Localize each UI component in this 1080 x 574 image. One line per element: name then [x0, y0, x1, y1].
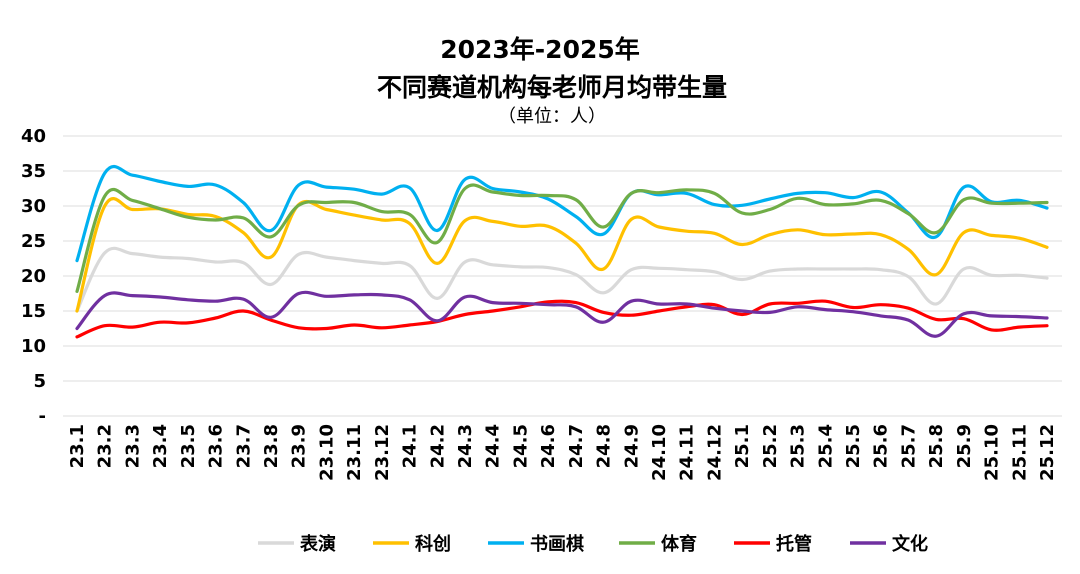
x-tick-label: 23.5	[178, 424, 199, 468]
series-line-3	[75, 183, 1049, 293]
x-tick-label: 23.10	[316, 424, 337, 481]
x-tick-label: 24.2	[427, 424, 448, 468]
x-tick-label: 24.4	[483, 424, 504, 468]
gridlines	[63, 135, 1062, 417]
y-tick-label: 40	[21, 126, 46, 147]
x-tick-label: 25.11	[1009, 424, 1030, 481]
x-tick-label: 24.11	[677, 424, 698, 481]
series-line-4	[75, 299, 1049, 339]
x-tick-label: 24.1	[400, 424, 421, 468]
y-tick-label: 15	[21, 301, 46, 322]
series-line-2	[75, 165, 1049, 263]
x-tick-label: 25.4	[815, 424, 836, 468]
x-tick-label: 25.10	[982, 424, 1003, 481]
legend-label: 书画棋	[530, 533, 584, 555]
legend-label: 表演	[300, 533, 336, 555]
legend: 表演 科创 书画棋 体育 托管 文化	[258, 533, 928, 555]
x-tick-label: 24.9	[621, 424, 642, 468]
y-tick-label: 20	[21, 266, 46, 287]
x-tick-label: 25.1	[732, 424, 753, 468]
chart-subtitle: （单位：人）	[498, 106, 606, 127]
x-tick-label: 24.12	[704, 424, 725, 481]
x-tick-label: 25.2	[760, 424, 781, 468]
series-lines	[75, 165, 1049, 339]
series-line-5	[75, 290, 1049, 338]
x-tick-label: 23.8	[261, 424, 282, 468]
y-tick-label: 5	[33, 371, 46, 392]
y-axis: - 5 10 15 20 25 30 35 40	[21, 126, 46, 427]
y-tick-label: -	[39, 406, 46, 427]
x-tick-label: 25.5	[843, 424, 864, 468]
x-tick-label: 25.3	[788, 424, 809, 468]
x-tick-label: 24.8	[594, 424, 615, 468]
x-tick-label: 23.7	[233, 424, 254, 468]
x-tick-label: 23.2	[95, 424, 116, 468]
x-tick-label: 23.9	[289, 424, 310, 468]
x-tick-label: 23.6	[206, 424, 227, 468]
x-tick-label: 23.11	[344, 424, 365, 481]
legend-label: 托管	[776, 533, 812, 555]
y-tick-label: 35	[21, 161, 46, 182]
y-tick-label: 30	[21, 196, 46, 217]
legend-label: 体育	[661, 533, 697, 555]
y-tick-label: 25	[21, 231, 46, 252]
y-tick-label: 10	[21, 336, 46, 357]
x-tick-label: 23.12	[372, 424, 393, 481]
legend-label: 文化	[892, 533, 928, 555]
x-tick-label: 23.1	[67, 424, 88, 468]
x-tick-label: 25.8	[926, 424, 947, 468]
chart-title: 2023年-2025年	[440, 35, 640, 64]
x-tick-label: 24.6	[538, 424, 559, 468]
x-tick-label: 24.7	[566, 424, 587, 468]
x-tick-label: 23.4	[150, 424, 171, 468]
x-tick-label: 24.5	[510, 424, 531, 468]
series-line-0	[75, 246, 1049, 313]
series-line-1	[75, 197, 1049, 313]
x-tick-label: 25.7	[898, 424, 919, 468]
x-tick-label: 25.9	[954, 424, 975, 468]
x-tick-label: 25.12	[1037, 424, 1058, 481]
legend-label: 科创	[415, 533, 451, 555]
x-tick-label: 24.10	[649, 424, 670, 481]
x-axis: 23.1 23.2 23.3 23.4 23.5 23.6 23.7 23.8 23.9 23.1…	[67, 424, 1058, 481]
x-tick-label: 25.6	[871, 424, 892, 468]
x-tick-label: 24.3	[455, 424, 476, 468]
chart-title-line2: 不同赛道机构每老师月均带生量	[377, 73, 727, 102]
x-tick-label: 23.3	[122, 424, 143, 468]
